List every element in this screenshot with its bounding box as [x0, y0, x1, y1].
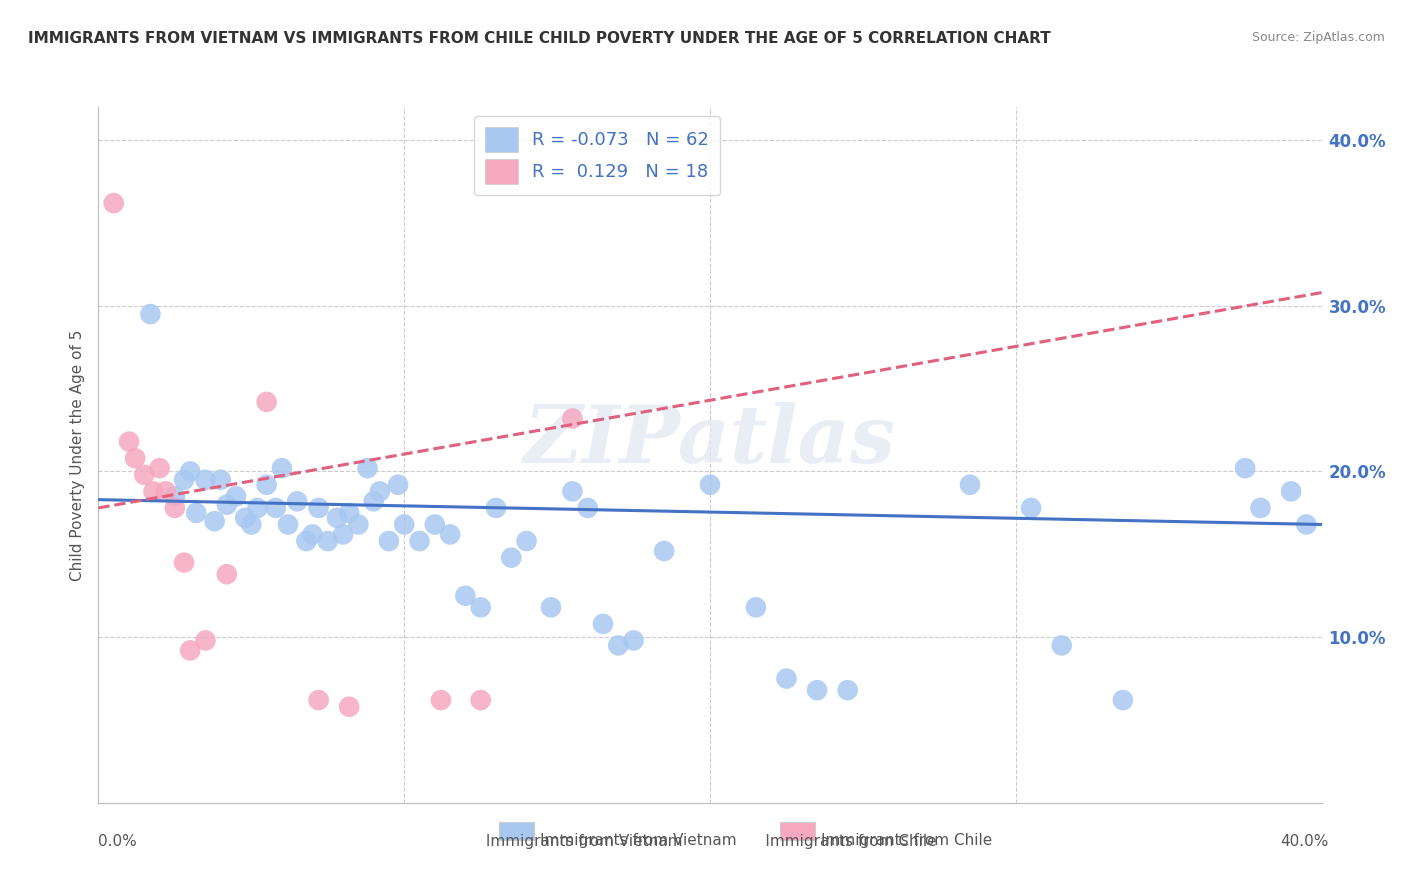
Point	[423, 517, 446, 532]
Point	[326, 511, 349, 525]
Point	[179, 643, 201, 657]
Legend: R = -0.073   N = 62, R =  0.129   N = 18: R = -0.073 N = 62, R = 0.129 N = 18	[474, 116, 720, 195]
Point	[163, 500, 186, 515]
Point	[347, 517, 370, 532]
Point	[806, 683, 828, 698]
Point	[295, 534, 318, 549]
Point	[308, 693, 330, 707]
Point	[173, 556, 195, 570]
Point	[194, 473, 217, 487]
Point	[103, 196, 125, 211]
Point	[408, 534, 430, 549]
Point	[392, 517, 416, 532]
Point	[332, 527, 354, 541]
Point	[378, 534, 401, 549]
Point	[308, 500, 330, 515]
Point	[652, 544, 675, 558]
Text: 40.0%: 40.0%	[1281, 834, 1329, 849]
Point	[485, 500, 508, 515]
Point	[1234, 461, 1257, 475]
Point	[623, 633, 645, 648]
Point	[470, 600, 492, 615]
Point	[1050, 639, 1073, 653]
Point	[337, 699, 360, 714]
Point	[356, 461, 378, 475]
Point	[387, 477, 409, 491]
Point	[775, 672, 797, 686]
Point	[233, 511, 256, 525]
Point	[204, 514, 226, 528]
Point	[264, 500, 287, 515]
Point	[225, 489, 247, 503]
Point	[745, 600, 768, 615]
Point	[186, 506, 208, 520]
Point	[561, 411, 583, 425]
Point	[134, 467, 156, 482]
Point	[837, 683, 859, 698]
Point	[1295, 517, 1317, 532]
Point	[439, 527, 461, 541]
Point	[699, 477, 721, 491]
Point	[173, 473, 195, 487]
Point	[454, 589, 477, 603]
Point	[142, 484, 165, 499]
Point	[316, 534, 339, 549]
Point	[576, 500, 599, 515]
Point	[209, 473, 232, 487]
Text: Immigrants from Vietnam: Immigrants from Vietnam	[540, 833, 737, 848]
Point	[139, 307, 162, 321]
Point	[470, 693, 492, 707]
Point	[285, 494, 308, 508]
Point	[1279, 484, 1302, 499]
Point	[246, 500, 269, 515]
Text: Immigrants from Vietnam                 Immigrants from Chile: Immigrants from Vietnam Immigrants from …	[441, 834, 936, 849]
Point	[179, 465, 201, 479]
Point	[1249, 500, 1271, 515]
Point	[607, 639, 630, 653]
Point	[592, 616, 614, 631]
Point	[501, 550, 523, 565]
Point	[368, 484, 391, 499]
Text: Immigrants from Chile: Immigrants from Chile	[821, 833, 993, 848]
Point	[256, 477, 278, 491]
Point	[959, 477, 981, 491]
Point	[1019, 500, 1042, 515]
Point	[277, 517, 299, 532]
Point	[163, 489, 186, 503]
Point	[561, 484, 583, 499]
Point	[118, 434, 141, 449]
Point	[155, 484, 177, 499]
Text: Source: ZipAtlas.com: Source: ZipAtlas.com	[1251, 31, 1385, 45]
Point	[430, 693, 453, 707]
Point	[337, 506, 360, 520]
Point	[240, 517, 263, 532]
Point	[270, 461, 292, 475]
Point	[215, 498, 238, 512]
Text: 0.0%: 0.0%	[98, 834, 138, 849]
Text: IMMIGRANTS FROM VIETNAM VS IMMIGRANTS FROM CHILE CHILD POVERTY UNDER THE AGE OF : IMMIGRANTS FROM VIETNAM VS IMMIGRANTS FR…	[28, 31, 1050, 46]
Y-axis label: Child Poverty Under the Age of 5: Child Poverty Under the Age of 5	[69, 329, 84, 581]
Point	[1112, 693, 1135, 707]
Point	[363, 494, 385, 508]
Point	[149, 461, 172, 475]
Point	[124, 451, 146, 466]
Point	[215, 567, 238, 582]
Point	[540, 600, 562, 615]
Point	[301, 527, 323, 541]
Point	[194, 633, 217, 648]
Point	[256, 395, 278, 409]
Point	[516, 534, 538, 549]
Text: ZIPatlas: ZIPatlas	[524, 402, 896, 480]
